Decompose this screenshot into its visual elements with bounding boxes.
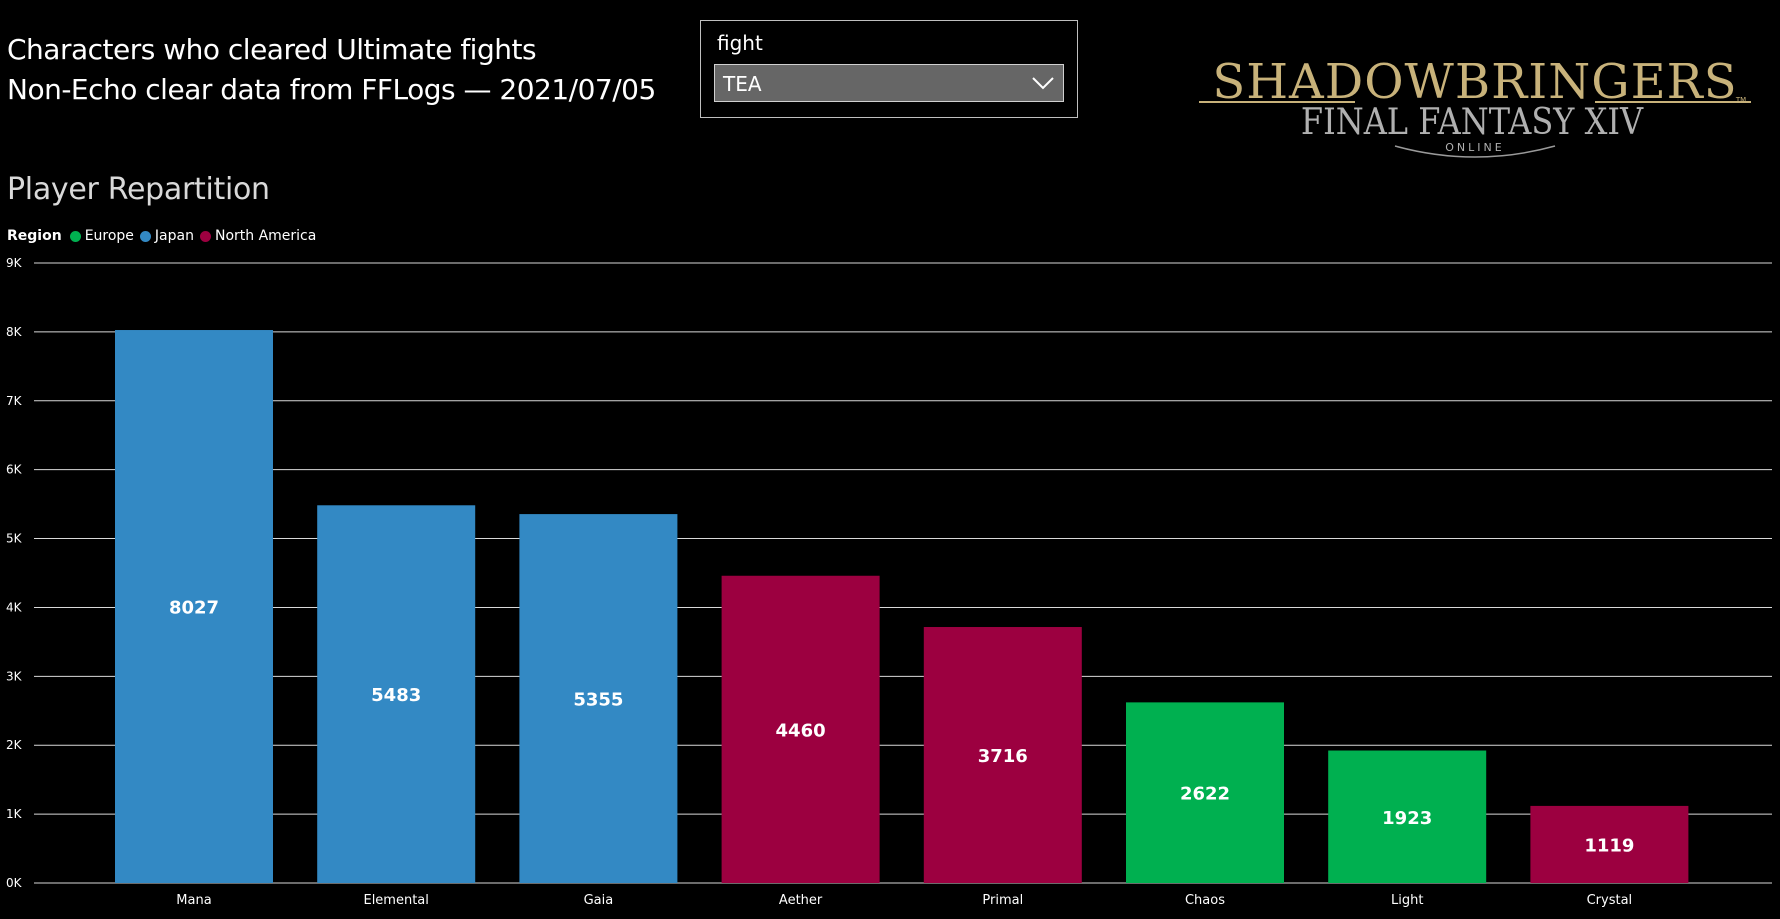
slicer-label: fight	[717, 31, 763, 55]
data-label: 8027	[169, 598, 219, 619]
bar-crystal[interactable]	[1530, 805, 1689, 883]
legend-swatch-europe	[69, 230, 81, 242]
data-label: 3716	[978, 746, 1028, 767]
page-title: Characters who cleared Ultimate fights N…	[7, 30, 656, 110]
y-tick-label: 5K	[6, 532, 23, 546]
data-label: 2622	[1180, 784, 1230, 805]
bar-gaia[interactable]	[519, 514, 678, 883]
legend-title: Region	[7, 228, 62, 244]
y-tick-label: 7K	[6, 394, 23, 408]
legend-swatch-north-america	[199, 230, 211, 242]
logo-online-text: ONLINE	[1445, 141, 1504, 154]
y-tick-label: 1K	[6, 807, 23, 821]
x-tick-label: Mana	[176, 893, 211, 908]
x-tick-label: Light	[1391, 893, 1423, 908]
title-line-1: Characters who cleared Ultimate fights	[7, 33, 537, 66]
bar-aether[interactable]	[721, 575, 880, 883]
y-tick-label: 3K	[6, 669, 23, 683]
y-tick-label: 6K	[6, 463, 23, 477]
data-label: 4460	[776, 720, 826, 741]
legend-label-japan: Japan	[154, 228, 194, 244]
x-tick-label: Gaia	[584, 893, 614, 908]
x-tick-label: Elemental	[363, 893, 428, 908]
x-tick-label: Primal	[982, 893, 1023, 908]
y-tick-label: 4K	[6, 600, 23, 614]
fight-dropdown[interactable]: TEA	[714, 64, 1064, 102]
bar-mana[interactable]	[115, 330, 273, 883]
legend-item-japan[interactable]: Japan	[139, 228, 194, 244]
data-label: 5355	[573, 690, 623, 711]
y-tick-label: 2K	[6, 738, 23, 752]
x-tick-label: Crystal	[1587, 893, 1633, 908]
shadowbringers-logo: SHADOWBRINGERS TM FINAL FANTASY XIV ONLI…	[1199, 54, 1751, 158]
chart-title: Player Repartition	[7, 172, 270, 207]
legend-label-north-america: North America	[214, 228, 317, 244]
y-tick-label: 8K	[6, 325, 23, 339]
y-tick-label: 0K	[6, 876, 23, 890]
chevron-down-icon	[1032, 77, 1054, 90]
data-label: 1923	[1382, 808, 1432, 829]
legend-item-north-america[interactable]: North America	[199, 228, 317, 244]
bar-primal[interactable]	[923, 627, 1082, 883]
data-label: 5483	[371, 685, 421, 706]
logo-sub-text: FINAL FANTASY XIV	[1301, 101, 1644, 144]
x-tick-label: Chaos	[1185, 893, 1225, 908]
data-label: 1119	[1584, 835, 1634, 856]
legend-swatch-japan	[139, 230, 151, 242]
x-tick-label: Aether	[779, 893, 823, 908]
bar-chart: 0K 1K 2K 3K 4K 5K 6K 7K 8K 9K 8027 Mana 5483 Elementa…	[6, 256, 1772, 908]
bar-elemental[interactable]	[317, 505, 476, 883]
legend-label-europe: Europe	[84, 228, 134, 244]
logo-main-text: SHADOWBRINGERS	[1212, 54, 1737, 110]
logo-tm: TM	[1735, 96, 1746, 104]
fight-dropdown-value: TEA	[723, 72, 762, 96]
bar-chaos[interactable]	[1126, 702, 1284, 883]
title-line-2: Non-Echo clear data from FFLogs — 2021/0…	[7, 73, 656, 106]
y-tick-label: 9K	[6, 256, 23, 270]
bar-light[interactable]	[1328, 750, 1487, 883]
fight-slicer: fight TEA	[700, 20, 1078, 118]
legend-item-europe[interactable]: Europe	[69, 228, 134, 244]
chart-legend: Region Europe Japan North America	[7, 226, 322, 246]
